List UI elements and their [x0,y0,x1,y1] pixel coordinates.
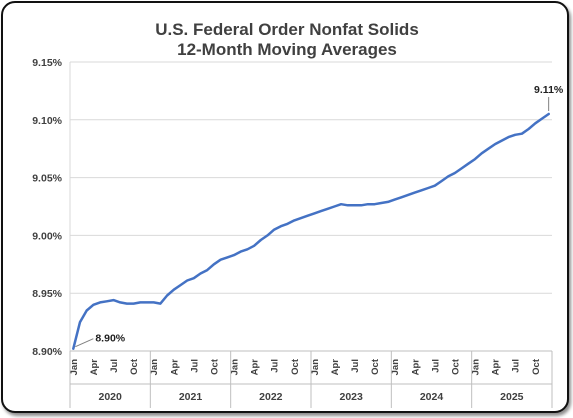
x-tick-label: Apr [89,359,100,376]
x-tick-label: Jan [390,359,401,376]
annotation-label-start: 8.90% [95,333,125,345]
year-label: 2021 [179,391,203,403]
annotation-label-end: 9.11% [534,84,564,96]
annotation-leader [75,338,94,348]
x-axis: Jan Apr Jul Oct 2020 Jan Apr Jul Oct 2021 Jan Apr Ju… [69,350,553,408]
y-tick-label: 8.90% [32,346,62,358]
x-tick-label: Jul [350,359,361,373]
x-tick-label: Jan [230,359,241,376]
x-tick-label: Oct [450,358,461,375]
y-tick-label: 8.95% [32,288,62,300]
x-tick-label: Jan [471,359,482,376]
y-tick-label: 9.10% [32,115,62,127]
x-tick-label: Apr [169,359,180,376]
year-label: 2024 [420,391,444,403]
chart-frame [1,1,569,413]
x-tick-label: Oct [209,358,220,375]
y-tick-label: 9.05% [32,173,62,185]
year-label: 2022 [259,391,283,403]
x-tick-label: Jul [511,359,522,373]
y-tick-label: 9.15% [32,57,62,69]
y-axis: 8.90% 8.95% 9.00% 9.05% 9.10% 9.15% [32,57,62,358]
year-label: 2023 [339,391,363,403]
x-tick-label: Apr [330,359,341,376]
gridlines [69,61,552,352]
x-tick-label: Jan [69,359,80,376]
x-tick-label: Apr [410,359,421,376]
year-label: 2020 [98,391,122,403]
year-label: 2025 [500,391,524,403]
y-tick-label: 9.00% [32,230,62,242]
x-tick-label: Jan [310,359,321,376]
x-tick-label: Oct [129,358,140,375]
x-tick-label: Jan [149,359,160,376]
x-tick-label: Jul [109,359,120,373]
x-tick-label: Jul [189,359,200,373]
x-tick-label: Jul [430,359,441,373]
x-tick-label: Apr [250,359,261,376]
x-tick-label: Oct [531,358,542,375]
plot-area [72,112,550,350]
annotations: 8.90% 9.11% [75,84,564,348]
chart-title-line-2: 12-Month Moving Averages [177,40,397,59]
series-line [72,112,550,350]
x-tick-label: Oct [370,358,381,375]
chart-title-line-1: U.S. Federal Order Nonfat Solids [155,20,419,39]
x-tick-label: Apr [491,359,502,376]
x-tick-label: Oct [290,358,301,375]
x-tick-label: Jul [270,359,281,373]
